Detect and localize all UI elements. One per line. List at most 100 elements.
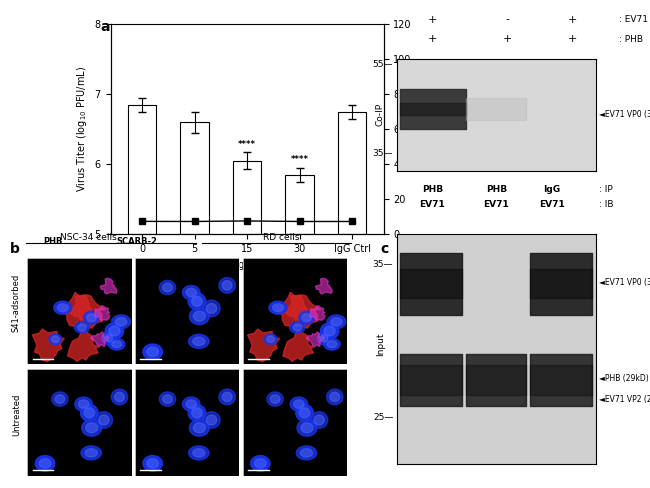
Polygon shape xyxy=(81,446,101,460)
Text: IgG: IgG xyxy=(543,185,560,194)
Polygon shape xyxy=(222,281,232,290)
Polygon shape xyxy=(324,326,335,336)
Text: : EV71: : EV71 xyxy=(619,15,648,24)
Polygon shape xyxy=(143,344,162,360)
Text: ◄EV71 VP0 (38kD): ◄EV71 VP0 (38kD) xyxy=(599,110,650,119)
Polygon shape xyxy=(306,332,324,346)
Polygon shape xyxy=(275,292,307,326)
Polygon shape xyxy=(112,315,131,328)
Text: SCARB-2: SCARB-2 xyxy=(116,238,157,246)
Polygon shape xyxy=(162,283,172,292)
Polygon shape xyxy=(269,301,287,314)
Text: a: a xyxy=(101,20,111,34)
Polygon shape xyxy=(100,278,117,294)
Polygon shape xyxy=(219,278,235,293)
Polygon shape xyxy=(248,329,280,362)
Text: +: + xyxy=(568,15,577,24)
Polygon shape xyxy=(301,423,313,433)
Polygon shape xyxy=(188,334,209,348)
Polygon shape xyxy=(292,324,302,331)
Polygon shape xyxy=(68,330,98,362)
Bar xyxy=(233,161,261,234)
Polygon shape xyxy=(206,304,216,313)
Text: ◄EV71 VP0 (38kD): ◄EV71 VP0 (38kD) xyxy=(599,278,650,287)
Polygon shape xyxy=(54,301,72,314)
Polygon shape xyxy=(315,278,332,294)
Polygon shape xyxy=(327,341,337,348)
Polygon shape xyxy=(162,395,172,404)
Polygon shape xyxy=(147,347,159,357)
Text: : PHB: : PHB xyxy=(619,35,644,43)
Polygon shape xyxy=(311,412,328,428)
Polygon shape xyxy=(264,334,277,345)
Polygon shape xyxy=(219,389,235,405)
Bar xyxy=(180,122,209,234)
Polygon shape xyxy=(324,339,340,350)
Text: Co-IP: Co-IP xyxy=(376,103,385,126)
Polygon shape xyxy=(183,285,200,300)
Bar xyxy=(337,112,367,234)
Text: Input: Input xyxy=(376,332,385,356)
Polygon shape xyxy=(114,392,124,402)
Polygon shape xyxy=(192,296,202,306)
X-axis label: μg/mL: μg/mL xyxy=(231,260,263,269)
Polygon shape xyxy=(49,334,62,345)
Polygon shape xyxy=(290,397,307,411)
Polygon shape xyxy=(188,446,209,460)
Polygon shape xyxy=(189,308,209,325)
Y-axis label: Virus Titer (log$_{10}$ PFU/mL): Virus Titer (log$_{10}$ PFU/mL) xyxy=(75,66,89,192)
Polygon shape xyxy=(331,318,342,326)
Text: ****: **** xyxy=(238,140,256,149)
Bar xyxy=(285,175,314,234)
Text: PHB: PHB xyxy=(43,238,62,246)
Polygon shape xyxy=(330,392,340,402)
Text: ◄EV71 VP2 (28kD): ◄EV71 VP2 (28kD) xyxy=(599,395,650,404)
Text: Untreated: Untreated xyxy=(12,394,21,436)
Polygon shape xyxy=(96,412,112,428)
Text: : IB: : IB xyxy=(599,200,614,209)
Polygon shape xyxy=(159,280,176,295)
Polygon shape xyxy=(193,311,205,321)
Polygon shape xyxy=(189,419,209,436)
Polygon shape xyxy=(51,336,59,343)
Text: +: + xyxy=(502,34,512,44)
Polygon shape xyxy=(39,459,51,468)
Polygon shape xyxy=(55,395,65,404)
Polygon shape xyxy=(147,459,159,468)
Polygon shape xyxy=(57,304,68,311)
Polygon shape xyxy=(299,311,315,325)
Text: PHB: PHB xyxy=(486,185,507,194)
Polygon shape xyxy=(310,305,325,321)
Polygon shape xyxy=(283,330,314,362)
Polygon shape xyxy=(81,405,98,421)
Y-axis label: Cell Viability (%): Cell Viability (%) xyxy=(417,89,427,169)
Text: -: - xyxy=(505,15,509,24)
Polygon shape xyxy=(285,295,321,328)
Polygon shape xyxy=(326,389,343,405)
Polygon shape xyxy=(296,446,317,460)
Text: +: + xyxy=(428,34,437,44)
Polygon shape xyxy=(83,311,99,325)
Text: 35—: 35— xyxy=(372,149,393,159)
Text: EV71: EV71 xyxy=(484,200,509,209)
Text: +: + xyxy=(428,15,437,24)
Polygon shape xyxy=(320,334,328,342)
Polygon shape xyxy=(251,456,270,471)
Polygon shape xyxy=(290,322,305,333)
Text: : IP: : IP xyxy=(599,185,613,194)
Text: S41-adsorbed: S41-adsorbed xyxy=(12,273,21,332)
Polygon shape xyxy=(320,323,339,339)
Text: PHB: PHB xyxy=(422,185,443,194)
Polygon shape xyxy=(192,337,205,346)
Bar xyxy=(127,105,157,234)
Text: c: c xyxy=(380,242,389,256)
Polygon shape xyxy=(297,419,317,436)
Polygon shape xyxy=(222,392,232,402)
Text: 25—: 25— xyxy=(373,413,393,422)
Text: EV71: EV71 xyxy=(539,200,565,209)
Text: +: + xyxy=(568,34,577,44)
Polygon shape xyxy=(78,400,89,408)
Polygon shape xyxy=(143,456,162,471)
Polygon shape xyxy=(116,318,127,326)
Polygon shape xyxy=(52,392,68,406)
